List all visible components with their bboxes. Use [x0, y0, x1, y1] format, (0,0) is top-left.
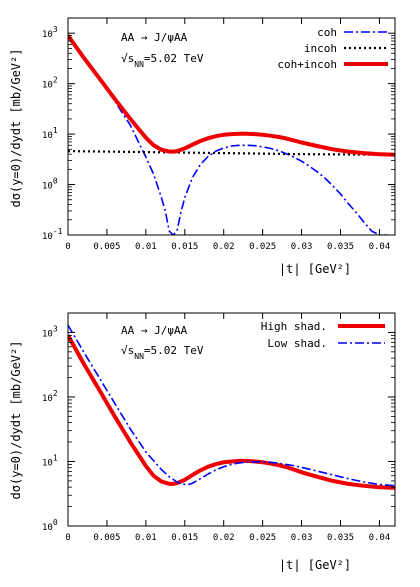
bottom-y-tick-label: 103: [42, 324, 58, 339]
bottom-y-tick-label: 102: [42, 389, 58, 404]
top-annotation-reaction: AA → J/ψAA: [121, 31, 188, 44]
top-ylabel: dσ(y=0)/dydt [mb/GeV²]: [9, 49, 23, 208]
bottom-annotation-reaction: AA → J/ψAA: [121, 324, 188, 337]
top-x-tick-label: 0.03: [291, 242, 313, 252]
bottom-legend-label-high: High shad.: [261, 320, 327, 333]
top-y-tick-label: 101: [42, 126, 58, 141]
bottom-x-tick-label: 0.015: [171, 533, 198, 543]
bottom-curves: [68, 324, 395, 490]
top-annotation-energy: √sNN=5.02 TeV: [121, 52, 204, 69]
bottom-x-tick-label: 0.04: [369, 533, 391, 543]
bottom-annotation-energy: √sNN=5.02 TeV: [121, 344, 204, 361]
top-legend-label-sum: coh+incoh: [277, 58, 337, 71]
bottom-x-tick-label: 0.03: [291, 533, 313, 543]
top-plot-frame: [67, 17, 396, 236]
top-y-tick-label: 10-1: [42, 227, 63, 242]
bottom-x-tick-label: 0.01: [135, 533, 157, 543]
top-legend-label-incoh: incoh: [304, 42, 337, 55]
top-curves: [68, 34, 395, 235]
top-x-tick-label: 0.04: [369, 242, 391, 252]
top-xlabel: |t| [GeV²]: [279, 262, 351, 276]
top-legend-label-coh: coh: [317, 26, 337, 39]
top-x-tick-label: 0.01: [135, 242, 157, 252]
top-x-tick-label: 0.015: [171, 242, 198, 252]
top-legend: coh incoh coh+incoh: [277, 26, 388, 71]
bottom-legend: High shad. Low shad.: [261, 320, 385, 350]
top-x-tick-label: 0.035: [327, 242, 354, 252]
top-x-tick-label: 0: [65, 242, 70, 252]
bottom-series-low-shad-line: [68, 324, 395, 487]
bottom-panel: 0 0.005 0.01 0.015 0.02 0.025 0.03 0.035 0.04 100…: [9, 312, 396, 572]
top-series-coh-line: [68, 36, 388, 235]
bottom-x-tick-label: 0.005: [93, 533, 120, 543]
top-x-tick-label: 0.025: [249, 242, 276, 252]
bottom-xlabel: |t| [GeV²]: [279, 558, 351, 572]
bottom-x-tick-label: 0.02: [213, 533, 235, 543]
top-y-tick-label: 103: [42, 25, 58, 40]
bottom-ticks: 0 0.005 0.01 0.015 0.02 0.025 0.03 0.035 0.04 100…: [42, 312, 395, 543]
bottom-x-tick-label: 0.025: [249, 533, 276, 543]
bottom-x-tick-label: 0.035: [327, 533, 354, 543]
bottom-ylabel: dσ(y=0)/dydt [mb/GeV²]: [9, 341, 23, 500]
top-y-tick-label: 100: [42, 177, 58, 192]
top-y-tick-label: 102: [42, 76, 58, 91]
bottom-legend-label-low: Low shad.: [267, 337, 327, 350]
top-ticks: 0 0.005 0.01 0.015 0.02 0.025 0.03 0.035 0.04 10-…: [42, 17, 395, 252]
bottom-y-tick-label: 101: [42, 453, 58, 468]
top-panel: 0 0.005 0.01 0.015 0.02 0.025 0.03 0.035 0.04 10-…: [9, 17, 396, 276]
bottom-series-high-shad-line: [68, 334, 395, 490]
top-series-coh-incoh-line: [68, 34, 395, 157]
bottom-x-tick-label: 0: [65, 533, 70, 543]
top-x-tick-label: 0.005: [93, 242, 120, 252]
top-x-tick-label: 0.02: [213, 242, 235, 252]
bottom-plot-frame: [67, 312, 396, 527]
bottom-y-tick-label: 100: [42, 518, 58, 533]
